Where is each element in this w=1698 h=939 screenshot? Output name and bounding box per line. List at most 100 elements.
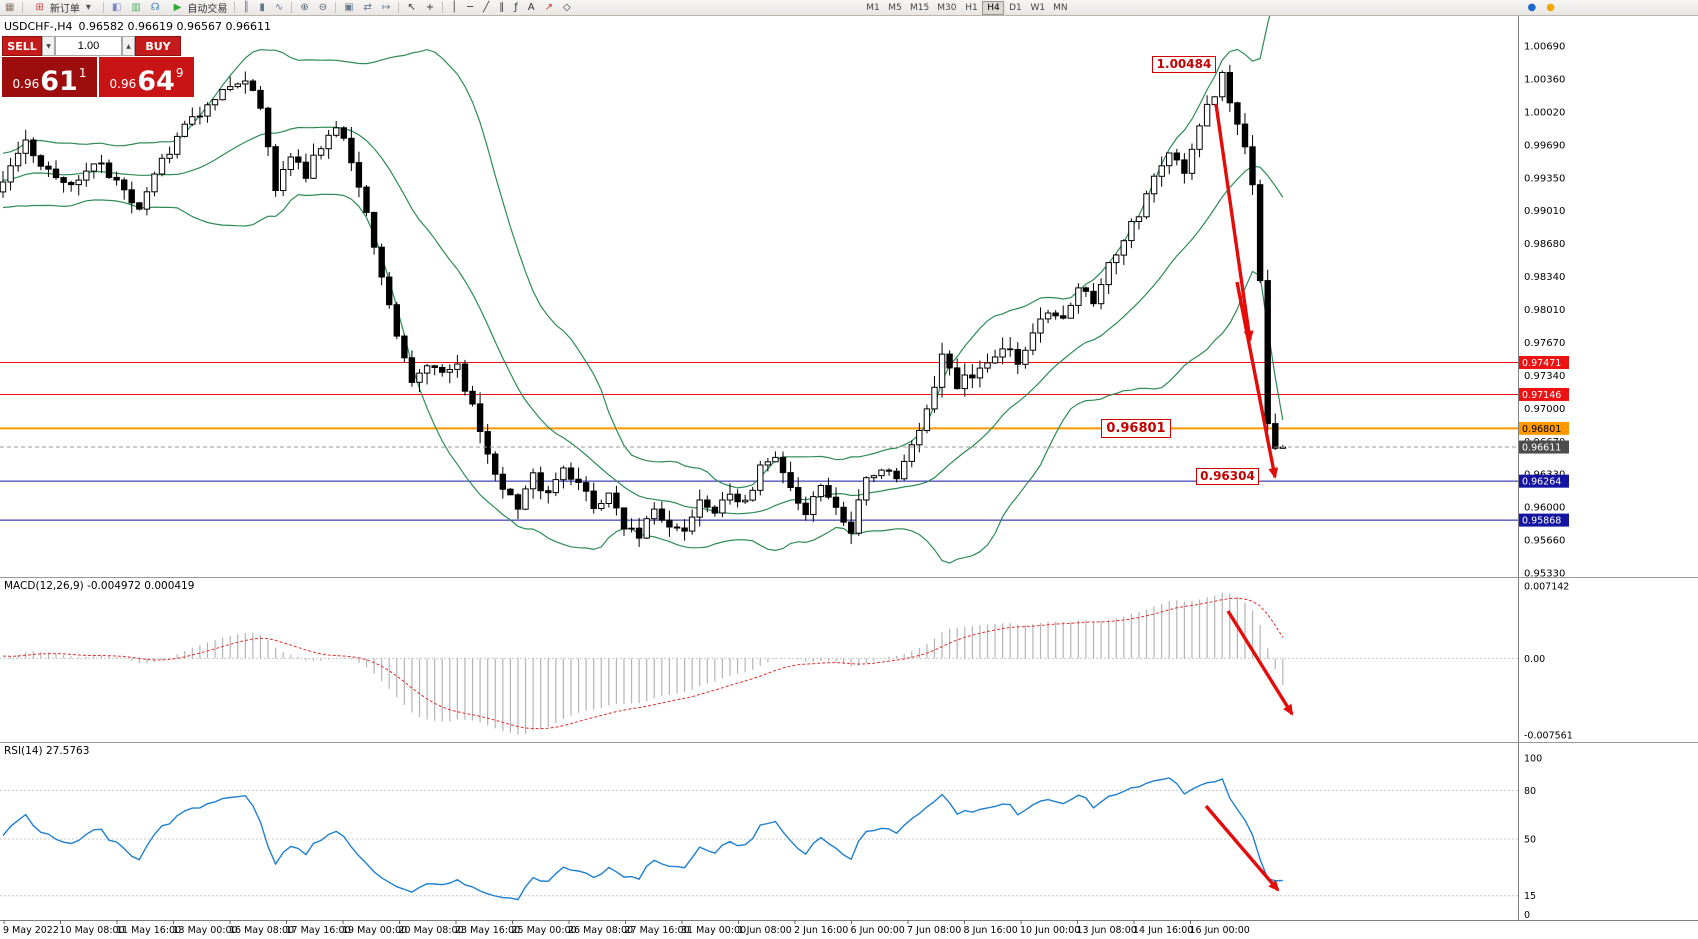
zoom-in-icon[interactable]: ⊕ [300, 2, 309, 13]
chart-shift-icon[interactable]: ↦ [381, 2, 391, 13]
volume-up-button[interactable]: ▲ [122, 36, 135, 56]
candle [522, 488, 529, 510]
support-icon[interactable]: ☊ [150, 2, 160, 13]
candle [1060, 315, 1067, 319]
cursor-icon[interactable]: ↖ [407, 2, 416, 13]
time-axis-label: 31 May 00:00 [681, 925, 746, 936]
tf-button-h1[interactable]: H1 [965, 3, 978, 13]
trend-arrow[interactable] [1214, 103, 1254, 342]
candle [772, 456, 779, 463]
candle [507, 488, 514, 496]
candle [704, 499, 711, 508]
tf-button-m5[interactable]: M5 [888, 3, 902, 13]
time-axis-label: 6 Jun 00:00 [851, 925, 905, 936]
channel-icon[interactable]: ∥ [499, 2, 505, 13]
fibonacci-icon[interactable]: ƒ [514, 2, 518, 13]
new-order-button[interactable]: ⊞ 新订单 ▾ [26, 0, 99, 15]
sell-button[interactable]: SELL [2, 36, 42, 56]
candle [1234, 102, 1241, 125]
candle [348, 137, 355, 164]
candle [242, 80, 249, 85]
candle [499, 473, 507, 490]
vertical-line-icon[interactable]: │ [451, 2, 458, 13]
rsi-label: RSI(14) 27.5763 [4, 745, 90, 757]
autotrading-button[interactable]: ▶ 自动交易 [165, 0, 232, 15]
candle [30, 139, 37, 157]
tf-button-d1[interactable]: D1 [1009, 3, 1022, 13]
alerts-icon[interactable]: ● [1546, 2, 1555, 13]
community-icon[interactable]: ● [1527, 2, 1537, 13]
tf-button-mn[interactable]: MN [1053, 3, 1068, 13]
candle [401, 335, 408, 359]
candle [969, 374, 976, 379]
high-price-annotation[interactable]: 1.00484 [1152, 56, 1216, 73]
candle [386, 276, 393, 306]
candle [181, 123, 189, 137]
sell-price-display[interactable]: 0.96 61 1 [2, 57, 97, 97]
candle [454, 363, 461, 370]
candle [158, 157, 166, 175]
arrow-tool-icon[interactable]: ↗ [544, 2, 553, 13]
candle [1241, 123, 1249, 148]
tf-button-m1[interactable]: M1 [866, 3, 880, 13]
line-chart-icon[interactable]: ∿ [274, 2, 284, 13]
candle [643, 518, 650, 539]
candle [1075, 287, 1082, 306]
price-level-tag [1519, 474, 1569, 488]
text-icon[interactable]: A [527, 2, 535, 13]
candles-icon[interactable]: ▮ [259, 2, 265, 13]
tf-button-m30[interactable]: M30 [937, 3, 957, 13]
candle [227, 86, 234, 90]
candle [726, 493, 734, 501]
time-axis-label: 20 May 08:00 [399, 925, 464, 936]
low-price-annotation[interactable]: 0.96304 [1196, 468, 1259, 485]
candle [742, 499, 749, 503]
toolbar-separator [291, 2, 293, 13]
price-axis-label: 0.97000 [1524, 404, 1565, 415]
time-axis-label: 2 Jun 16:00 [794, 925, 848, 936]
tf-button-w1[interactable]: W1 [1030, 3, 1046, 13]
candle [635, 527, 643, 539]
symbol-timeframe: USDCHF-,H4 [4, 20, 73, 33]
trend-arrow[interactable] [1226, 610, 1294, 716]
trend-arrow[interactable] [1235, 281, 1279, 479]
candle [1196, 125, 1203, 150]
new-order-label: 新订单 [49, 4, 80, 15]
candle [1113, 254, 1120, 264]
price-axis-label: 0.95660 [1524, 536, 1565, 547]
crosshair-icon[interactable]: + [425, 2, 435, 13]
buy-button[interactable]: BUY [135, 36, 181, 56]
candle [280, 169, 287, 191]
volume-input[interactable] [55, 36, 122, 56]
chart-window-icon[interactable]: ▦ [5, 2, 15, 13]
buy-price-display[interactable]: 0.96 64 9 [99, 57, 194, 97]
candle [1097, 284, 1105, 305]
trend-arrow[interactable] [1204, 804, 1280, 892]
candle [514, 494, 522, 510]
tf-button-h4[interactable]: H4 [982, 1, 1005, 15]
time-axis-label: 7 Jun 08:00 [907, 925, 961, 936]
auto-scroll-icon[interactable]: ⇄ [363, 2, 372, 13]
candle [1007, 348, 1014, 351]
candle [598, 503, 605, 509]
time-axis-label: 17 May 16:00 [286, 925, 351, 936]
trendline-icon[interactable]: ╱ [483, 2, 490, 13]
zoom-out-icon[interactable]: ⊖ [318, 2, 328, 13]
candle [128, 189, 135, 204]
bars-icon[interactable]: ║ [243, 2, 250, 13]
sell-price-base: 0.96 [12, 77, 40, 91]
volume-down-button[interactable]: ▼ [42, 36, 55, 56]
level-price-annotation[interactable]: 0.96801 [1101, 419, 1171, 438]
time-axis-label: 16 May 08:00 [229, 925, 294, 936]
shapes-icon[interactable]: ◇ [562, 2, 571, 13]
candle [908, 444, 915, 462]
tf-button-m15[interactable]: M15 [910, 3, 930, 13]
market-watch-icon[interactable]: ▥ [131, 2, 141, 13]
horizontal-line-icon[interactable]: ─ [467, 2, 474, 13]
metaeditor-icon[interactable]: ◧ [111, 2, 122, 13]
price-level-tag [1519, 513, 1569, 527]
windows-icon[interactable]: ▣ [344, 2, 354, 13]
candle [1219, 72, 1226, 98]
candle [325, 134, 332, 150]
